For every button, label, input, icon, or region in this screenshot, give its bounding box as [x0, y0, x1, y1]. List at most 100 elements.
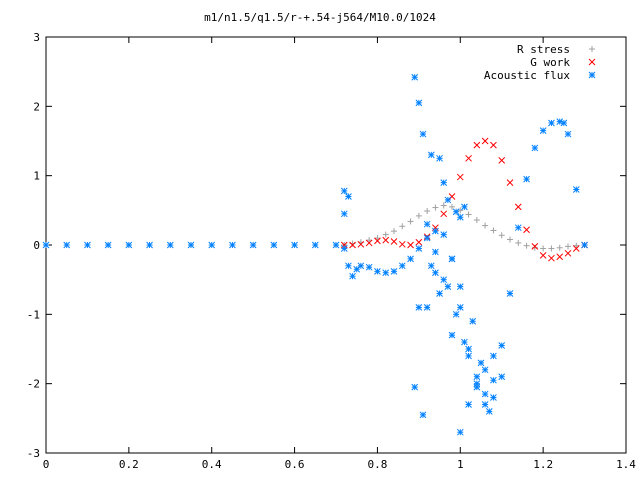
g-work-point — [514, 203, 522, 211]
legend-marker-g-work — [588, 58, 596, 66]
acoustic-flux-point — [436, 154, 443, 162]
acoustic-flux-point — [560, 119, 568, 127]
acoustic-flux-point — [208, 241, 216, 249]
legend-marker-r-stress — [589, 46, 595, 52]
g-work-point — [572, 245, 580, 252]
g-work-point — [498, 157, 506, 164]
acoustic-flux-point — [452, 310, 460, 318]
y-tick-label: -1 — [27, 308, 40, 321]
acoustic-flux-point — [448, 255, 456, 263]
legend-label-g-work: G work — [530, 56, 570, 69]
x-tick-label: 0.6 — [285, 458, 305, 471]
acoustic-flux-point — [63, 241, 71, 249]
acoustic-flux-point — [572, 186, 580, 193]
acoustic-flux-point — [440, 231, 448, 238]
y-tick-label: 1 — [33, 170, 40, 183]
acoustic-flux-point — [461, 203, 468, 211]
acoustic-flux-point — [506, 290, 514, 297]
acoustic-flux-point — [382, 269, 390, 277]
acoustic-flux-point — [415, 245, 423, 252]
acoustic-flux-point — [444, 196, 452, 204]
acoustic-flux-point — [456, 213, 464, 221]
acoustic-flux-point — [419, 130, 427, 138]
y-tick-label: -2 — [27, 378, 40, 391]
legend-marker-acoustic-flux — [588, 71, 596, 79]
chart-title: m1/n1.5/q1.5/r-+.54-j564/M10.0/1024 — [204, 11, 436, 24]
g-work-point — [473, 141, 481, 149]
g-work-point — [506, 179, 514, 186]
r-stress-point — [440, 202, 447, 209]
y-tick-label: 0 — [33, 239, 40, 252]
x-tick-label: 0.2 — [119, 458, 139, 471]
acoustic-flux-point — [374, 267, 381, 275]
acoustic-flux-point — [411, 383, 419, 391]
acoustic-flux-point — [146, 241, 153, 249]
acoustic-flux-point — [407, 255, 414, 263]
acoustic-flux-point — [187, 241, 195, 249]
acoustic-flux-point — [390, 267, 398, 275]
r-stress-point — [457, 207, 464, 214]
g-work-point — [523, 226, 530, 234]
acoustic-flux-point — [473, 373, 481, 381]
acoustic-flux-point — [42, 241, 50, 249]
acoustic-flux-point — [249, 241, 257, 249]
r-stress-point — [490, 227, 497, 234]
acoustic-flux-point — [456, 304, 464, 311]
g-work-point — [548, 254, 555, 262]
g-work-point — [365, 239, 373, 247]
acoustic-flux-point — [452, 208, 460, 216]
acoustic-flux-point — [465, 345, 472, 353]
g-work-point — [531, 243, 539, 250]
x-tick-label: 0 — [43, 458, 50, 471]
acoustic-flux-point — [465, 352, 472, 360]
acoustic-flux-point — [365, 263, 373, 271]
acoustic-flux-point — [415, 99, 423, 107]
y-tick-label: -3 — [27, 447, 40, 460]
g-work-point — [415, 238, 423, 246]
acoustic-flux-point — [473, 380, 481, 388]
g-work-point — [539, 252, 547, 259]
g-work-point — [357, 240, 365, 248]
acoustic-flux-point — [469, 317, 477, 325]
y-tick-label: 2 — [33, 100, 40, 113]
legend-label-acoustic-flux: Acoustic flux — [484, 69, 570, 82]
acoustic-flux-point — [523, 175, 530, 183]
acoustic-flux-point — [456, 283, 464, 290]
r-stress-point — [465, 211, 472, 218]
r-stress-point — [449, 203, 455, 210]
axes: 0 0.2 0.4 0.6 0.8 1 1.2 1.4 3 2 1 0 -1 -2 -3 — [27, 31, 637, 471]
r-stress-point — [382, 231, 389, 238]
acoustic-flux-point — [104, 241, 112, 249]
acoustic-flux-point — [481, 401, 489, 408]
r-stress-point — [498, 232, 505, 239]
acoustic-flux-point — [340, 210, 348, 218]
g-work-point — [564, 249, 572, 257]
acoustic-flux-point — [357, 262, 365, 270]
g-work-point — [407, 241, 414, 249]
acoustic-flux-point — [481, 366, 489, 374]
acoustic-flux-point — [490, 352, 497, 360]
data-marks — [42, 73, 588, 436]
y-tick-label: 3 — [33, 31, 40, 44]
acoustic-flux-point — [415, 304, 423, 311]
acoustic-flux-point — [166, 241, 174, 249]
g-work-point — [398, 240, 406, 248]
acoustic-flux-point — [461, 338, 468, 346]
acoustic-flux-point — [84, 241, 91, 249]
acoustic-flux-point — [477, 359, 485, 367]
acoustic-flux-point — [498, 342, 506, 349]
x-tick-label: 0.8 — [367, 458, 387, 471]
g-work-point — [481, 137, 489, 145]
acoustic-flux-point — [432, 248, 439, 256]
acoustic-flux-point — [514, 224, 522, 232]
r-stress-point — [556, 244, 563, 251]
x-tick-label: 1.4 — [616, 458, 636, 471]
g-work-point — [465, 154, 472, 162]
g-work-point — [440, 210, 448, 218]
acoustic-flux-point — [432, 269, 439, 277]
g-work-point — [349, 241, 356, 249]
acoustic-flux-point — [229, 241, 236, 249]
legend-label-r-stress: R stress — [517, 43, 570, 56]
r-stress-point — [565, 243, 571, 250]
r-stress-point — [540, 245, 547, 252]
